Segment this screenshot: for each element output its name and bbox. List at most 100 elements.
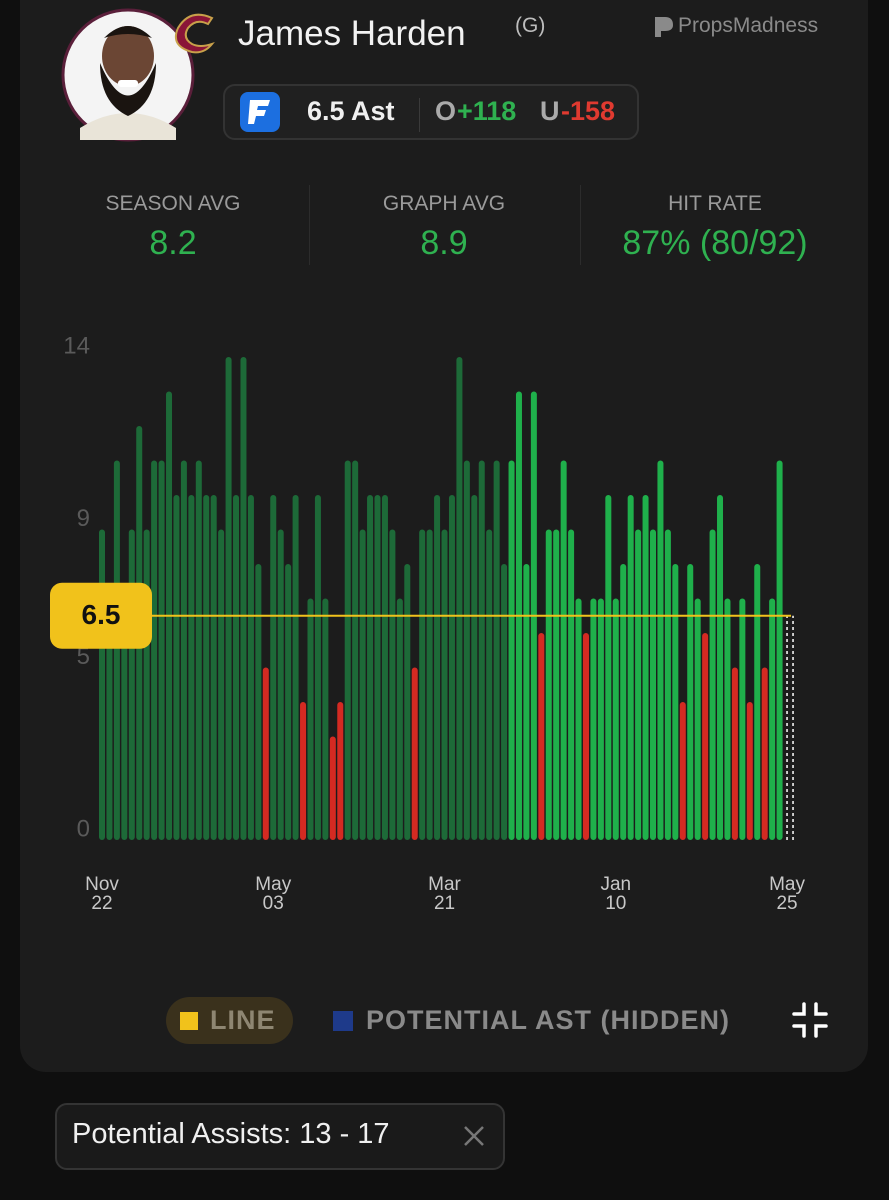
under-odds: -158 <box>561 96 616 126</box>
bar <box>113 460 120 840</box>
bar <box>419 529 426 840</box>
bar <box>322 598 329 840</box>
bar <box>434 495 441 840</box>
divider <box>419 98 420 132</box>
bar <box>307 598 314 840</box>
bar <box>404 564 411 840</box>
player-name: James Harden <box>238 14 466 53</box>
stat-label: GRAPH AVG <box>382 192 506 215</box>
bar <box>381 495 388 840</box>
bar <box>746 702 753 840</box>
bar <box>247 495 254 840</box>
x-tick-label: Jan 10 <box>600 874 632 914</box>
bar <box>359 529 366 840</box>
bar <box>553 529 560 840</box>
bar <box>389 529 396 840</box>
bar <box>702 633 709 840</box>
bar <box>456 357 463 840</box>
bar <box>367 495 374 840</box>
bar <box>344 460 351 840</box>
bar <box>337 702 344 840</box>
line-badge <box>50 582 152 649</box>
bar <box>664 529 671 840</box>
stat-label: SEASON AVG <box>105 192 241 215</box>
bar <box>575 598 582 840</box>
chart: 0 5 9 14 6.5 <box>50 332 794 842</box>
bar <box>694 598 701 840</box>
filter-chip[interactable] <box>55 1103 505 1170</box>
stat-value: 8.2 <box>149 224 197 262</box>
bar <box>218 529 225 840</box>
bar <box>188 495 195 840</box>
team-logo <box>174 13 215 54</box>
under-label: U <box>540 96 560 126</box>
bar <box>203 495 210 840</box>
bar <box>508 460 515 840</box>
y-tick-label: 0 <box>77 815 90 842</box>
bar <box>501 564 508 840</box>
bar <box>262 667 269 840</box>
stat-value: 87% (80/92) <box>622 224 808 262</box>
bar <box>776 460 783 840</box>
bar <box>478 460 485 840</box>
bar <box>292 495 299 840</box>
bar <box>173 495 180 840</box>
bar <box>620 564 627 840</box>
bar <box>590 598 597 840</box>
bar <box>374 495 381 840</box>
bar <box>605 495 612 840</box>
bar <box>612 598 619 840</box>
bar <box>270 495 277 840</box>
bar <box>277 529 284 840</box>
bar <box>642 495 649 840</box>
bar <box>441 529 448 840</box>
divider <box>580 185 581 265</box>
legend-label[interactable]: LINE <box>210 1005 276 1035</box>
bar <box>538 633 545 840</box>
bar <box>568 529 575 840</box>
brand-logo <box>655 17 673 37</box>
bar <box>650 529 657 840</box>
bar <box>560 460 567 840</box>
over-odds: +118 <box>457 96 517 126</box>
bar <box>195 460 202 840</box>
y-tick-label: 14 <box>63 332 90 359</box>
bet-pill <box>223 84 639 140</box>
bar <box>210 495 217 840</box>
remove-filter[interactable] <box>462 1124 486 1148</box>
bar <box>158 460 165 840</box>
bar <box>769 598 776 840</box>
bar <box>240 357 247 840</box>
divider <box>309 185 310 265</box>
bar <box>255 564 262 840</box>
filter-label: Potential Assists: 13 - 17 <box>72 1118 390 1150</box>
bar <box>672 564 679 840</box>
bar <box>121 598 128 840</box>
bar <box>396 598 403 840</box>
bar <box>635 529 642 840</box>
y-tick-label: 9 <box>77 505 90 532</box>
x-tick-label: Mar 21 <box>428 874 461 914</box>
legend-swatch <box>333 1011 353 1031</box>
bar <box>582 633 589 840</box>
x-tick-label: Nov 22 <box>85 874 119 914</box>
stat-value: 8.9 <box>420 224 468 262</box>
bar <box>143 529 150 840</box>
bar <box>657 460 664 840</box>
bar <box>627 495 634 840</box>
bar <box>761 667 768 840</box>
legend-label[interactable]: POTENTIAL AST (HIDDEN) <box>366 1005 730 1035</box>
avatar <box>61 8 195 142</box>
bar <box>285 564 292 840</box>
bar <box>233 495 240 840</box>
bar <box>463 460 470 840</box>
bar <box>151 460 158 840</box>
collapse-button[interactable] <box>790 1000 830 1040</box>
bar <box>329 736 336 840</box>
bar <box>731 667 738 840</box>
x-axis: Nov 22 May 03 Mar 21 Jan 10 May 25 <box>0 875 889 925</box>
bar <box>426 529 433 840</box>
bar <box>687 564 694 840</box>
bar <box>411 667 418 840</box>
